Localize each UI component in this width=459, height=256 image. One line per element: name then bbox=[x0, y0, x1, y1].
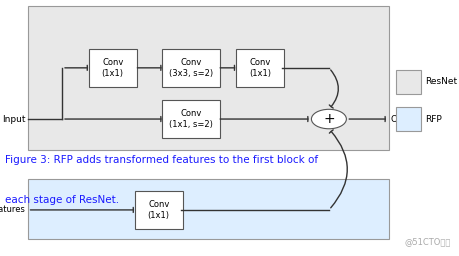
FancyBboxPatch shape bbox=[89, 49, 137, 87]
Circle shape bbox=[311, 109, 346, 129]
Text: Conv
(1x1, s=2): Conv (1x1, s=2) bbox=[168, 109, 213, 129]
Text: each stage of ResNet.: each stage of ResNet. bbox=[5, 195, 118, 205]
Text: @51CTO博客: @51CTO博客 bbox=[403, 237, 450, 246]
Text: Conv
(3x3, s=2): Conv (3x3, s=2) bbox=[168, 58, 213, 78]
FancyBboxPatch shape bbox=[28, 179, 388, 239]
FancyBboxPatch shape bbox=[162, 100, 219, 138]
Text: +: + bbox=[322, 112, 334, 126]
FancyBboxPatch shape bbox=[395, 70, 420, 94]
FancyBboxPatch shape bbox=[395, 107, 420, 131]
FancyBboxPatch shape bbox=[235, 49, 284, 87]
Text: Input: Input bbox=[2, 114, 25, 124]
FancyBboxPatch shape bbox=[162, 49, 219, 87]
Text: RFP: RFP bbox=[425, 114, 441, 124]
Text: Output: Output bbox=[390, 114, 421, 124]
Text: Conv
(1x1): Conv (1x1) bbox=[147, 200, 169, 220]
Text: Figure 3: RFP adds transformed features to the first block of: Figure 3: RFP adds transformed features … bbox=[5, 155, 317, 165]
FancyBboxPatch shape bbox=[134, 191, 183, 229]
FancyBboxPatch shape bbox=[28, 6, 388, 150]
Text: Conv
(1x1): Conv (1x1) bbox=[101, 58, 123, 78]
Text: Conv
(1x1): Conv (1x1) bbox=[248, 58, 270, 78]
Text: RFP Features: RFP Features bbox=[0, 205, 25, 215]
Text: ResNet: ResNet bbox=[425, 77, 457, 87]
